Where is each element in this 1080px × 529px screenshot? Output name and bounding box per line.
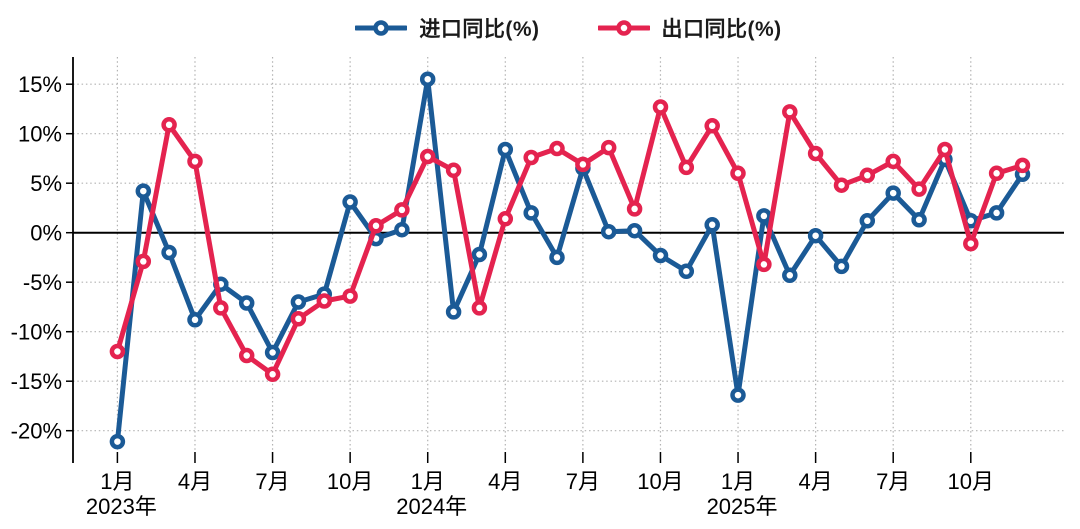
import-series-marker: [807, 227, 824, 244]
export-series-line: [114, 104, 1025, 377]
y-tick-label: -15%: [11, 369, 62, 394]
export-series-marker: [523, 149, 539, 166]
export-series-marker: [833, 177, 850, 193]
export-series-marker: [885, 153, 901, 170]
export-series-marker: [109, 343, 126, 360]
import-series-marker: [135, 183, 152, 199]
import-series-marker: [445, 304, 462, 320]
import-series-marker: [730, 387, 746, 403]
export-series-marker: [290, 311, 307, 327]
import-series-marker: [290, 294, 307, 310]
import-series-swatch-icon: [355, 20, 408, 36]
import-series-marker: [109, 433, 126, 450]
x-tick-label: 7月: [566, 469, 600, 494]
export-series-marker: [238, 347, 255, 364]
export-series-marker: [963, 235, 979, 252]
import-series-marker: [187, 312, 203, 328]
x-tick-label: 1月: [721, 469, 755, 494]
export-series-marker: [652, 99, 669, 115]
x-tick-label: 7月: [876, 469, 910, 494]
y-tick-label: -5%: [23, 270, 62, 295]
export-series-marker: [782, 104, 798, 120]
import-series-marker: [652, 247, 669, 264]
export-series-marker: [549, 140, 565, 157]
export-series-marker: [213, 300, 229, 316]
export-series-marker: [264, 366, 281, 383]
import-series-marker: [471, 246, 488, 263]
import-series-marker: [988, 205, 1005, 221]
import-series-marker: [264, 344, 281, 361]
import-series-marker: [678, 263, 695, 280]
legend-item-exports: 出口同比(%): [597, 13, 782, 43]
x-tick-label: 4月: [488, 469, 522, 494]
legend-item-imports: 进口同比(%): [355, 13, 539, 43]
export-series-marker: [497, 211, 514, 227]
export-series-marker: [937, 141, 953, 158]
import-series-marker: [859, 213, 876, 229]
legend-label-exports: 出口同比(%): [661, 18, 782, 41]
export-series-marker: [704, 118, 720, 134]
x-tick-label: 7月: [255, 469, 289, 494]
export-series-marker: [135, 253, 152, 270]
import-series-marker: [497, 141, 514, 158]
import-series-marker: [756, 208, 772, 224]
import-series-marker: [626, 222, 643, 239]
export-series-marker: [575, 156, 591, 173]
import-series-marker: [911, 212, 927, 228]
import-series-marker: [238, 295, 255, 311]
y-tick-label: 15%: [18, 72, 62, 97]
export-series-marker: [807, 145, 824, 162]
export-series-marker: [419, 148, 436, 165]
export-series-marker: [756, 256, 772, 273]
export-series-marker: [911, 181, 927, 197]
x-tick-label: 10月: [637, 469, 683, 494]
export-series-marker: [859, 167, 876, 184]
x-tick-label: 1月: [100, 469, 134, 494]
export-series-marker: [626, 201, 643, 217]
y-tick-label: 0%: [30, 221, 62, 246]
export-series-marker: [600, 139, 617, 156]
export-series-marker: [316, 293, 333, 309]
chart-legend: 进口同比(%) 出口同比(%): [73, 13, 1064, 43]
x-tick-label: 10月: [948, 469, 994, 494]
export-series-marker: [730, 165, 746, 182]
x-year-label: 2025年: [707, 494, 778, 519]
import-series-marker: [782, 267, 798, 284]
import-series-marker: [394, 221, 410, 238]
x-tick-label: 1月: [411, 469, 445, 494]
x-year-label: 2024年: [396, 494, 467, 519]
x-tick-label: 10月: [327, 469, 373, 494]
import-series-marker: [419, 71, 436, 87]
import-series-marker: [833, 258, 850, 275]
export-series-marker: [678, 159, 695, 176]
legend-label-imports: 进口同比(%): [419, 18, 540, 41]
import-series-marker: [704, 217, 720, 233]
export-series-marker: [988, 165, 1005, 182]
import-series-marker: [523, 205, 539, 221]
import-series-marker: [161, 244, 177, 261]
export-series-marker: [471, 300, 488, 316]
y-tick-label: -10%: [11, 320, 62, 345]
x-tick-label: 4月: [798, 469, 832, 494]
import-series-marker: [600, 223, 617, 240]
export-series-marker: [1014, 157, 1031, 174]
y-tick-label: -20%: [11, 419, 62, 444]
import-series-marker: [549, 249, 565, 266]
y-tick-label: 10%: [18, 122, 62, 147]
x-year-label: 2023年: [86, 494, 157, 519]
x-tick-label: 4月: [178, 469, 212, 494]
import-series-marker: [342, 194, 358, 210]
export-series-marker: [394, 202, 410, 218]
import-series-marker: [885, 185, 901, 201]
export-series-swatch-icon: [597, 20, 650, 36]
y-tick-label: 5%: [30, 171, 62, 196]
export-series-marker: [161, 117, 177, 133]
export-series-marker: [342, 288, 358, 304]
export-series-marker: [368, 218, 384, 234]
export-series-marker: [187, 153, 203, 170]
export-series-marker: [445, 162, 462, 179]
